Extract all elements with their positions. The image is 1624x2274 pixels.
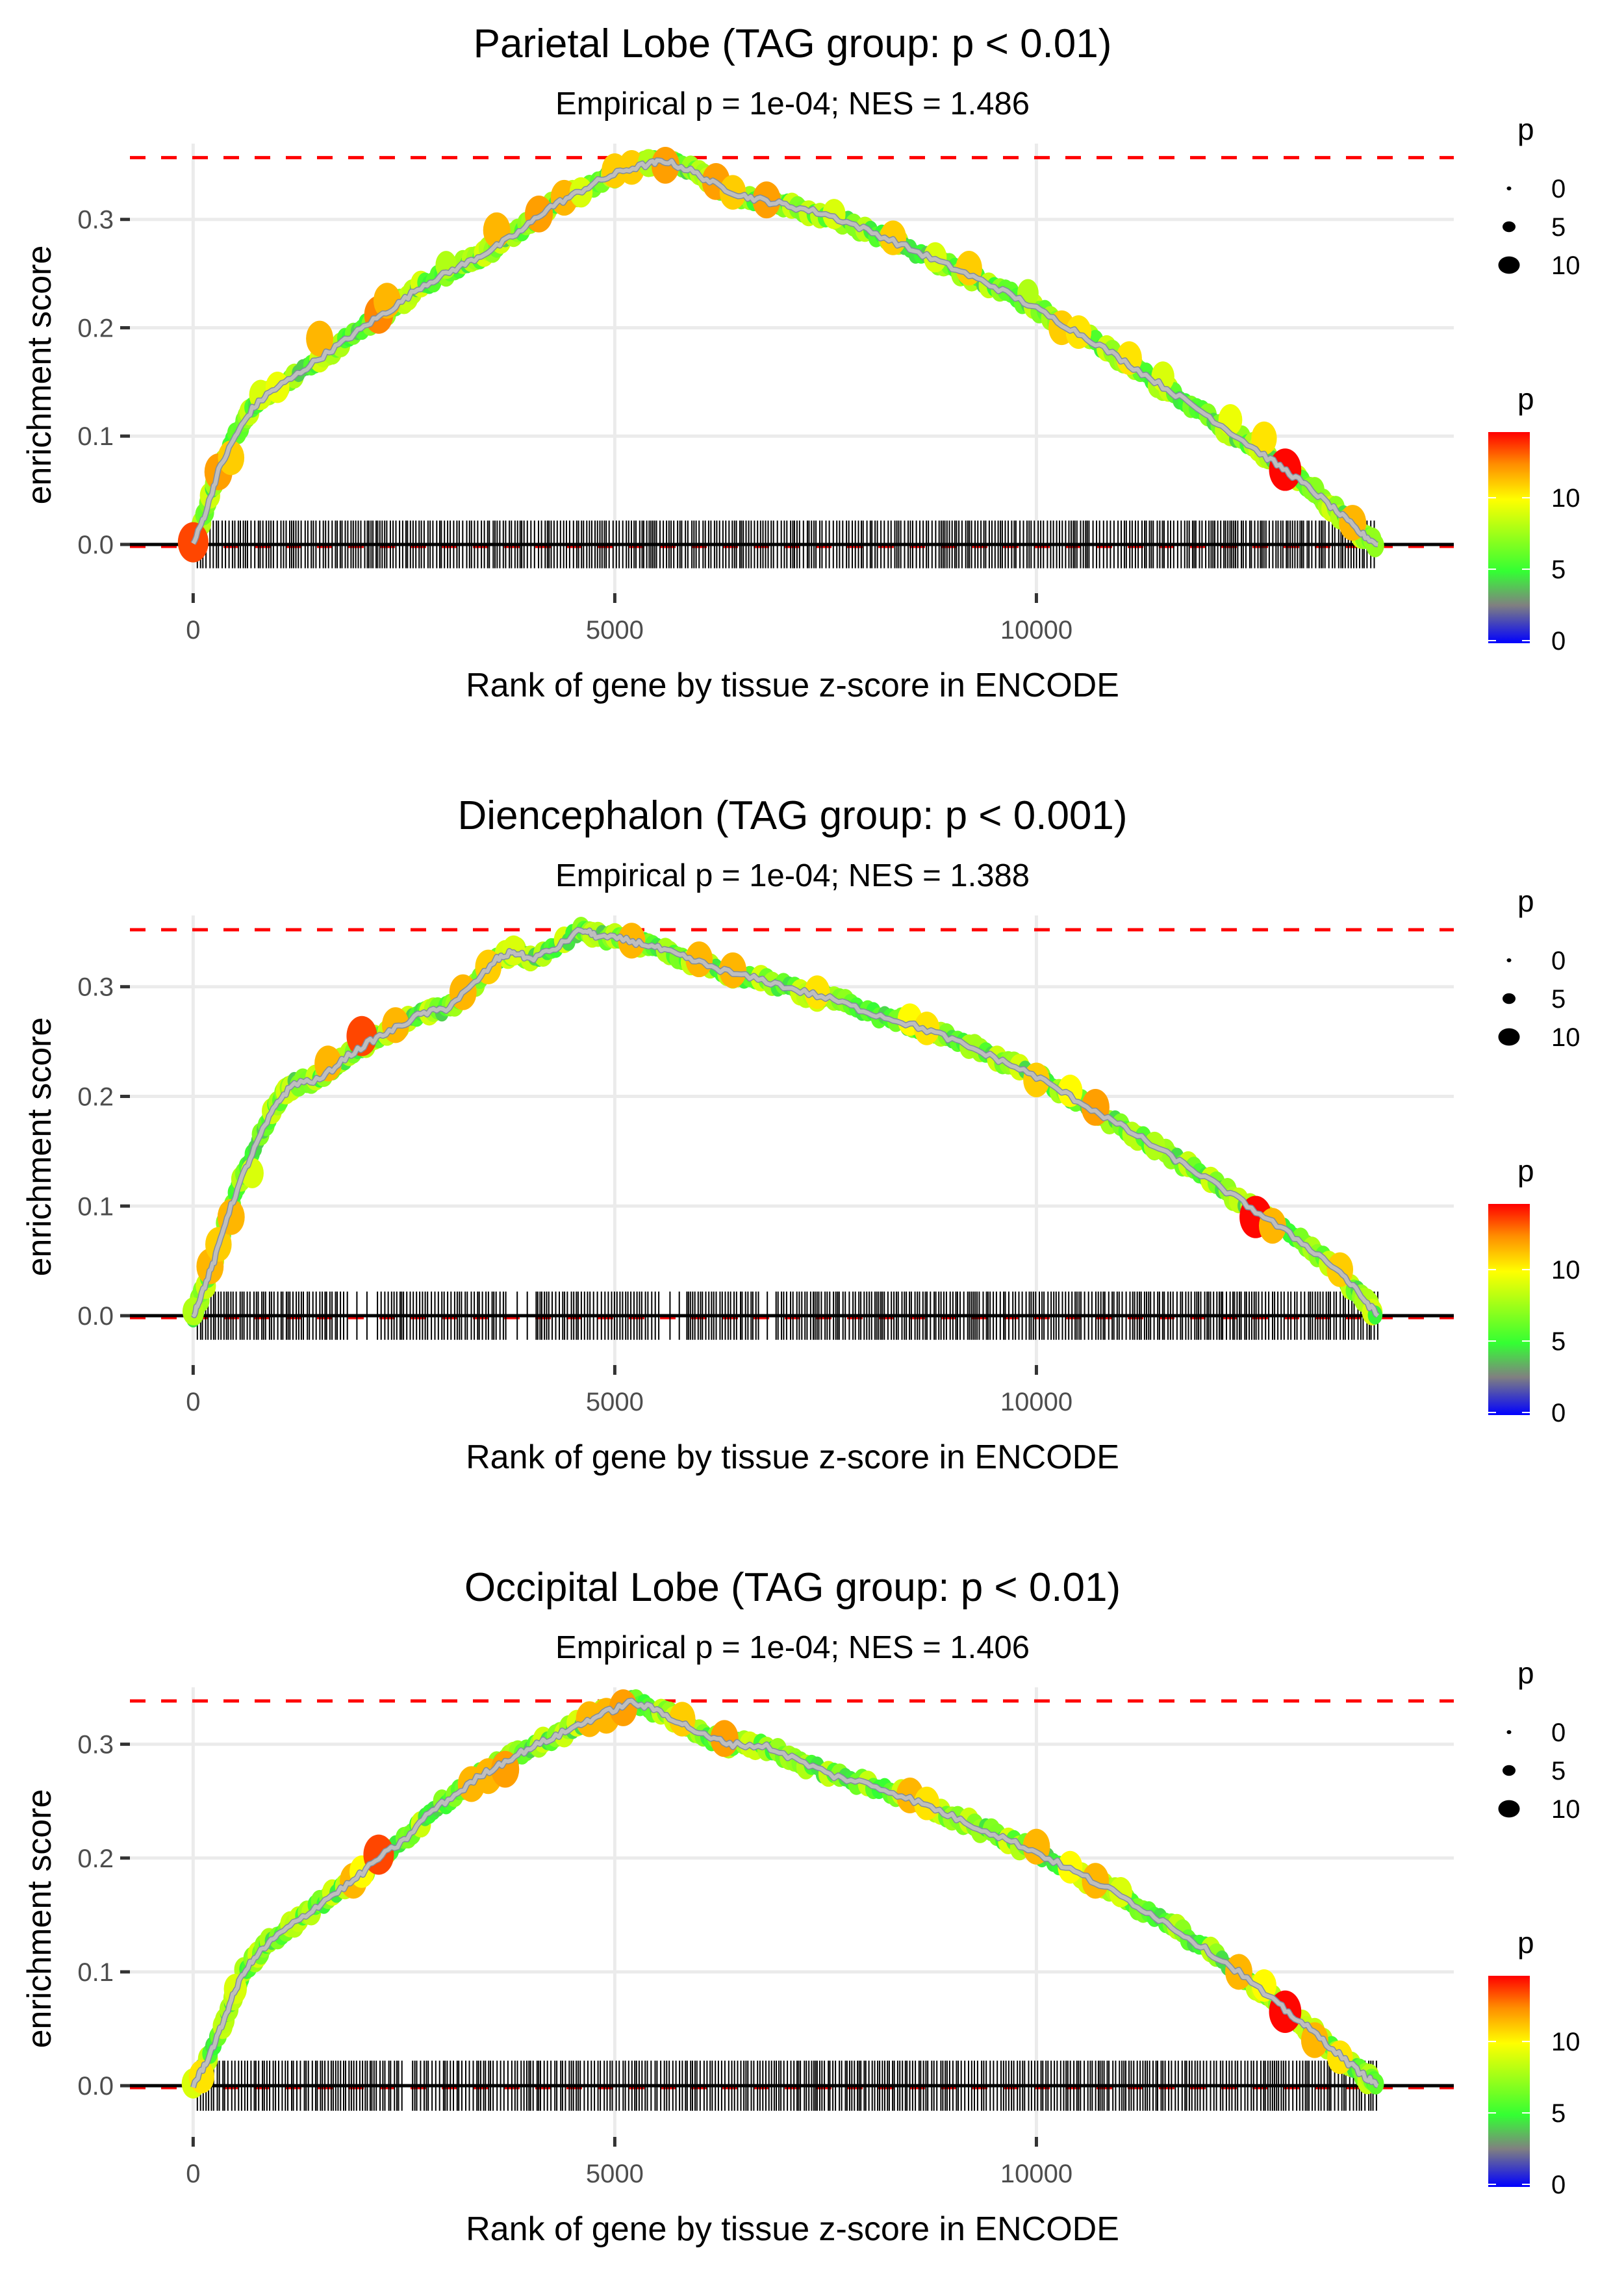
running-es-line [192,928,1380,1318]
chart-subtitle: Empirical p = 1e-04; NES = 1.486 [555,86,1030,121]
x-tick-label: 10000 [1000,2160,1072,2188]
data-point [1116,341,1142,376]
legend-size: p0 5 10 [1498,1656,1580,1824]
chart-title: Occipital Lobe (TAG group: p < 0.01) [464,1565,1121,1610]
p-points [182,917,1383,1328]
legend-size-label: 5 [1551,1757,1566,1785]
data-point [1251,421,1277,455]
colorbar [1488,432,1530,643]
legend-size-label: 10 [1551,251,1580,280]
legend-size: p 0 5 10 [1498,884,1580,1052]
y-tick-label: 0.3 [77,206,114,235]
colorbar-label: 10 [1551,2028,1580,2056]
colorbar-label: 5 [1551,1327,1566,1356]
y-axis-title: enrichment score [21,246,58,505]
y-tick-label: 0.2 [77,1082,114,1111]
x-axis-title: Rank of gene by tissue z-score in ENCODE [466,1438,1119,1476]
legend-size-key [1503,1765,1516,1776]
x-axis-title: Rank of gene by tissue z-score in ENCODE [466,667,1119,704]
x-tick-label: 0 [186,2160,200,2188]
y-axis-title: enrichment score [21,1017,58,1277]
legend-size-label: 0 [1551,1718,1566,1747]
legend-color: p 0 5 10 [1488,1154,1580,1427]
legend-size-key [1506,1730,1512,1734]
x-tick-label: 5000 [586,1388,644,1416]
legend-color-title: p [1517,382,1534,416]
legend-color: p 0 5 10 [1488,1926,1580,2199]
legend-size-key [1498,256,1520,274]
y-tick-label: 0.2 [77,314,114,342]
colorbar-label: 0 [1551,2171,1566,2199]
legend-size-key [1506,186,1512,190]
legend-size-label: 10 [1551,1795,1580,1824]
data-point [346,1016,377,1056]
colorbar-label: 5 [1551,2099,1566,2128]
y-tick-label: 0.1 [77,1192,114,1221]
x-tick-label: 0 [186,1388,200,1416]
legend-size-label: 0 [1551,175,1566,203]
y-tick-label: 0.1 [77,422,114,451]
legend-size-title: p [1517,1656,1534,1690]
data-point [1300,2022,1328,2058]
y-tick-label: 0.2 [77,1845,114,1873]
legend-size-key [1498,1800,1520,1818]
legend-size: p 0 5 10 [1498,112,1580,280]
x-axis-title: Rank of gene by tissue z-score in ENCODE [466,2210,1119,2248]
y-tick-label: 0.3 [77,1731,114,1759]
colorbar-label: 0 [1551,1399,1566,1427]
data-point [218,440,245,476]
legend-size-title: p [1517,884,1534,918]
chart-subtitle: Empirical p = 1e-04; NES = 1.388 [555,858,1030,893]
legend-size-label: 10 [1551,1023,1580,1052]
x-tick-label: 10000 [1000,616,1072,645]
p-points [177,146,1384,563]
chart-panel: Parietal Lobe (TAG group: p < 0.01) Empir… [21,21,1580,704]
chart-title: Parietal Lobe (TAG group: p < 0.01) [474,21,1112,66]
running-es-line [191,1698,1379,2088]
x-tick-label: 5000 [586,2160,644,2188]
data-point [306,320,334,357]
legend-color-title: p [1517,1926,1534,1960]
legend-size-key [1503,221,1516,233]
x-tick-label: 10000 [1000,1388,1072,1416]
colorbar-label: 0 [1551,627,1566,656]
y-tick-label: 0.0 [77,1302,114,1331]
legend-size-label: 5 [1551,985,1566,1014]
y-tick-label: 0.0 [77,2072,114,2101]
chart-title: Diencephalon (TAG group: p < 0.001) [457,793,1127,838]
legend-size-key [1506,958,1512,962]
legend-size-label: 0 [1551,947,1566,975]
legend-color: p 0 5 10 [1488,382,1580,656]
legend-size-key [1503,993,1516,1004]
chart-subtitle: Empirical p = 1e-04; NES = 1.406 [555,1630,1030,1665]
x-tick-label: 0 [186,616,200,645]
y-tick-label: 0.1 [77,1958,114,1987]
running-es-line [191,158,1378,546]
y-tick-label: 0.0 [77,531,114,559]
legend-size-title: p [1517,112,1534,146]
legend-size-key [1498,1028,1520,1046]
chart-panel: Occipital Lobe (TAG group: p < 0.01) Empi… [21,1565,1580,2248]
colorbar [1488,1976,1530,2187]
colorbar-label: 10 [1551,484,1580,513]
y-axis-title: enrichment score [21,1789,58,2049]
colorbar-label: 10 [1551,1256,1580,1284]
x-tick-label: 5000 [586,616,644,645]
y-tick-label: 0.3 [77,973,114,1002]
chart-panel: Diencephalon (TAG group: p < 0.001) Empir… [21,793,1580,1476]
colorbar-label: 5 [1551,556,1566,584]
data-point [1251,1969,1276,2002]
legend-color-title: p [1517,1154,1534,1188]
colorbar [1488,1204,1530,1415]
legend-size-label: 5 [1551,213,1566,242]
